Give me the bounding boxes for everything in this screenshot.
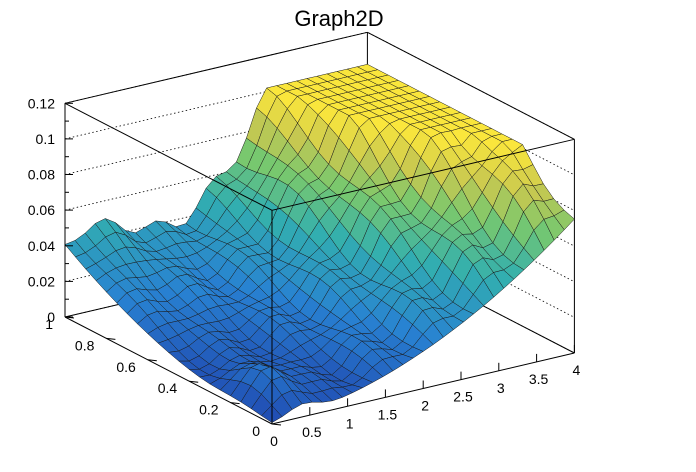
chart-title: Graph2D [294,6,383,31]
z-tick-label: 0.12 [28,95,55,111]
x-tick-label: 2.5 [453,389,473,405]
z-tick-label: 0.02 [28,273,55,289]
y-tick [147,359,157,362]
x-tick-label: 0 [270,433,278,449]
y-tick [64,316,75,319]
y-tick [189,380,199,383]
z-tick-label: 0 [47,309,55,325]
y-tick-label: 0.6 [116,359,136,375]
surface-cell [553,209,575,231]
x-tick-label: 1 [346,415,354,431]
z-tick-label: 0.08 [28,167,55,183]
left-top-edge [64,102,273,211]
y-tick-label: 1 [45,316,53,332]
y-tick [230,402,240,405]
y-tick-label: 0.8 [75,337,95,353]
z-tick-label: 0.04 [28,238,55,254]
y-tick-label: 0.4 [158,380,178,396]
y-axis-line [64,316,273,425]
x-tick-label: 3 [497,380,505,396]
front-top-edge [271,138,575,211]
x-tick-label: 2 [421,398,429,414]
back-top-edge [64,31,368,104]
y-tick [271,423,282,426]
y-tick-label: 0.2 [199,402,219,418]
x-tick-label: 1.5 [378,406,398,422]
x-tick-label: 3.5 [529,371,549,387]
z-tick-label: 0.1 [36,131,56,147]
x-tick-label: 0.5 [302,424,322,440]
y-tick-label: 0 [252,423,260,439]
front-frame [64,102,575,425]
surface-mesh [64,64,575,423]
y-tick [106,337,116,340]
x-tick-label: 4 [573,362,581,378]
z-tick-label: 0.06 [28,202,55,218]
axes: 0 0.02 0.04 0.06 0.08 0.1 0.12 0 0.5 1 1.5 2 2.5 3 3.5… [28,95,581,449]
